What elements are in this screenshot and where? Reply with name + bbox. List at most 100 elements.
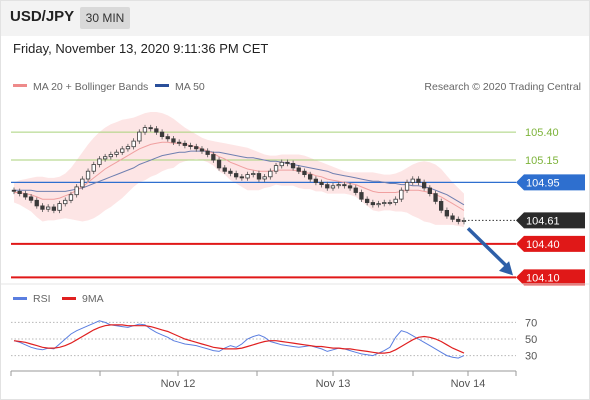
candle-down [148, 127, 153, 130]
candle-up [268, 170, 273, 178]
candle-up [108, 154, 113, 158]
candle-down [307, 174, 313, 180]
candle-up [393, 198, 398, 203]
candle-down [182, 142, 188, 146]
candle-up [137, 131, 142, 142]
candles-layer [11, 124, 467, 225]
candle-down [347, 185, 353, 189]
candle-up [399, 189, 404, 200]
bollinger-band-area [14, 112, 464, 228]
candle-down [421, 181, 427, 189]
candle-up [382, 202, 387, 205]
rsi-tick-label: 70 [525, 317, 537, 329]
candle-down [433, 193, 438, 202]
support-price-label: 104.10 [526, 272, 560, 284]
rsi-panel: 70 50 30 [11, 317, 537, 363]
bollinger-band-layer [14, 112, 464, 228]
candle-up [85, 170, 91, 180]
candle-down [199, 148, 205, 152]
moving-average-layer [14, 141, 465, 211]
candle-down [28, 196, 34, 201]
credit-label: Research © 2020 Trading Central [424, 81, 581, 93]
resistance-label: 105.40 [525, 127, 559, 139]
candle-up [410, 178, 415, 183]
candle-up [387, 202, 393, 204]
rsi-legend-swatch [13, 297, 27, 300]
rsi-ma-line [13, 324, 465, 354]
candle-down [296, 167, 301, 172]
candle-down [359, 192, 364, 200]
ma50-line [14, 150, 465, 206]
rsi-tick-label: 50 [525, 334, 537, 346]
candle-up [46, 206, 51, 210]
support-price-tag [516, 235, 585, 252]
ma50-legend-swatch [155, 84, 169, 87]
candle-up [404, 181, 410, 191]
candle-down [438, 200, 444, 211]
candle-up [131, 140, 136, 148]
candle-up [273, 165, 279, 172]
symbol-title: USD/JPY [10, 8, 75, 25]
candle-down [370, 202, 376, 206]
candle-up [125, 146, 131, 150]
candle-up [80, 178, 85, 188]
candle-up [336, 184, 341, 187]
forecast-arrow-shaft [466, 227, 510, 269]
candle-down [176, 141, 182, 144]
candle-down [34, 199, 39, 207]
candle-down [290, 162, 296, 169]
candle-up [91, 164, 96, 172]
timeframe-button[interactable]: 30 MIN [80, 7, 130, 29]
candle-down [17, 190, 22, 194]
candle-down [40, 205, 45, 210]
candle-down [194, 146, 199, 150]
candle-up [63, 199, 68, 205]
rsi-tick-label: 30 [525, 351, 537, 363]
last-price-tag [516, 212, 585, 229]
candle-down [205, 150, 210, 155]
candle-up [68, 194, 74, 201]
candle-up [114, 151, 119, 155]
datetime-label: Friday, November 13, 2020 9:11:36 PM CET [13, 41, 269, 56]
candle-down [313, 178, 319, 183]
ma20-line [14, 141, 465, 211]
support-price-tag [516, 269, 585, 286]
candle-up [103, 156, 108, 160]
candle-down [364, 198, 370, 203]
pivot-price-label: 104.95 [526, 177, 560, 189]
last-price-label: 104.61 [526, 215, 560, 227]
forecast-arrow-layer [466, 227, 513, 276]
candle-down [159, 131, 165, 138]
candle-up [330, 185, 336, 189]
x-tick-label: Nov 14 [451, 378, 486, 390]
resistance-label: 105.15 [525, 155, 559, 167]
candle-down [51, 206, 56, 211]
candle-up [74, 186, 79, 196]
x-tick-label: Nov 13 [316, 378, 351, 390]
candle-down [211, 154, 216, 161]
candle-down [450, 215, 455, 220]
candle-down [319, 181, 324, 185]
candle-up [245, 174, 250, 179]
ma20-legend-label: MA 20 + Bollinger Bands [33, 81, 148, 93]
candle-up [279, 161, 284, 167]
candle-down [216, 159, 222, 169]
rsi-ma-legend-swatch [62, 297, 76, 300]
candle-down [233, 173, 239, 178]
candle-down [154, 128, 159, 133]
rsi-line [13, 320, 465, 359]
candle-down [171, 138, 176, 143]
candle-down [325, 184, 330, 189]
ma50-legend-label: MA 50 [175, 81, 205, 93]
rsi-legend-label: RSI [33, 293, 51, 305]
x-tick-label: Nov 12 [161, 378, 196, 390]
candle-up [262, 176, 267, 180]
candle-up [142, 127, 148, 133]
candle-down [11, 189, 17, 192]
candle-down [456, 218, 461, 222]
candle-up [376, 203, 381, 206]
candle-down [342, 184, 347, 187]
candle-up [120, 148, 125, 153]
candle-down [228, 170, 233, 174]
